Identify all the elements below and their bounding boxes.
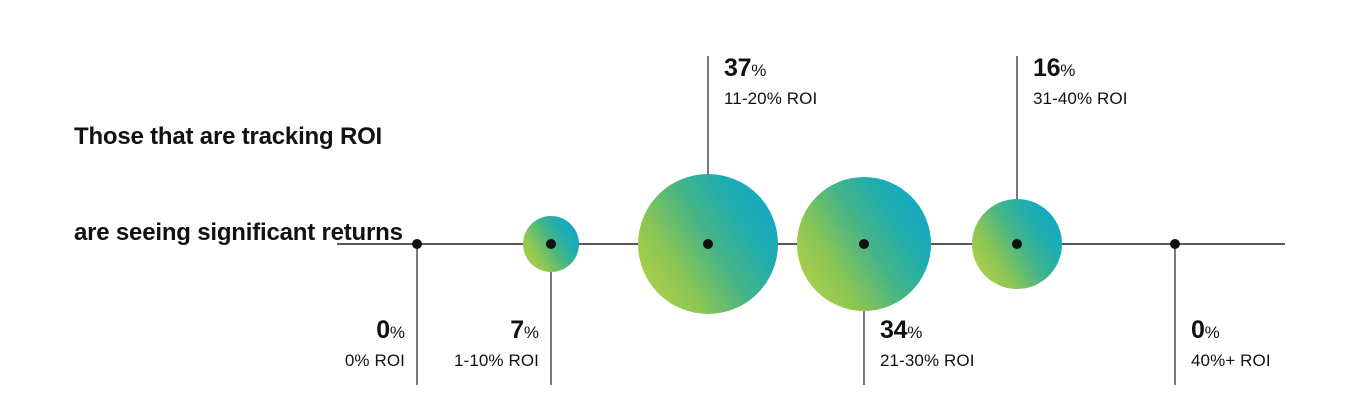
chart-title: Those that are tracking ROI are seeing s… (74, 57, 403, 312)
callout-category-11-20-pct-roi: 11-20% ROI (724, 89, 818, 108)
callout-value-0-pct-roi: 0 (376, 316, 390, 344)
callout-value-1-10-pct-roi: 7 (510, 316, 524, 344)
callout-value-40-pct-plus-roi: 0 (1191, 316, 1205, 344)
chart-title-line-1: Those that are tracking ROI (74, 122, 383, 150)
callout-value-wrap-21-30-pct-roi: 34% (880, 318, 1080, 343)
marker-dot-40-pct-plus-roi (1170, 239, 1180, 249)
callout-value-wrap-11-20-pct-roi: 37% (724, 56, 924, 81)
callout-value-31-40-pct-roi: 16 (1033, 54, 1061, 82)
callout-percent-symbol-1-10-pct-roi: % (523, 323, 539, 342)
callout-percent-symbol-0-pct-roi: % (389, 323, 405, 342)
callout-value-11-20-pct-roi: 37 (724, 54, 752, 82)
callout-percent-symbol-31-40-pct-roi: % (1060, 61, 1076, 80)
callout-40-pct-plus-roi: 0% 40%+ ROI (1191, 318, 1356, 370)
marker-dot-31-40-pct-roi (1012, 239, 1022, 249)
callout-21-30-pct-roi: 34% 21-30% ROI (880, 318, 1080, 370)
callout-category-31-40-pct-roi: 31-40% ROI (1033, 89, 1128, 108)
callout-percent-symbol-21-30-pct-roi: % (907, 323, 923, 342)
callout-31-40-pct-roi: 16% 31-40% ROI (1033, 56, 1233, 108)
callout-value-wrap-0-pct-roi: 0% (243, 318, 405, 343)
callout-value-wrap-31-40-pct-roi: 16% (1033, 56, 1233, 81)
callout-category-21-30-pct-roi: 21-30% ROI (880, 351, 975, 370)
callout-value-wrap-1-10-pct-roi: 7% (377, 318, 539, 343)
marker-dot-0-pct-roi (412, 239, 422, 249)
callout-11-20-pct-roi: 37% 11-20% ROI (724, 56, 924, 108)
marker-dot-1-10-pct-roi (546, 239, 556, 249)
callout-0-pct-roi: 0% 0% ROI (243, 318, 405, 370)
callout-value-wrap-40-pct-plus-roi: 0% (1191, 318, 1356, 343)
marker-dot-21-30-pct-roi (859, 239, 869, 249)
chart-title-line-2: are seeing significant returns (74, 218, 403, 246)
callout-percent-symbol-11-20-pct-roi: % (751, 61, 767, 80)
callout-1-10-pct-roi: 7% 1-10% ROI (377, 318, 539, 370)
callout-category-1-10-pct-roi: 1-10% ROI (454, 351, 539, 370)
marker-dot-11-20-pct-roi (703, 239, 713, 249)
callout-percent-symbol-40-pct-plus-roi: % (1204, 323, 1220, 342)
callout-value-21-30-pct-roi: 34 (880, 316, 908, 344)
callout-category-40-pct-plus-roi: 40%+ ROI (1191, 351, 1271, 370)
callout-category-0-pct-roi: 0% ROI (344, 351, 405, 370)
